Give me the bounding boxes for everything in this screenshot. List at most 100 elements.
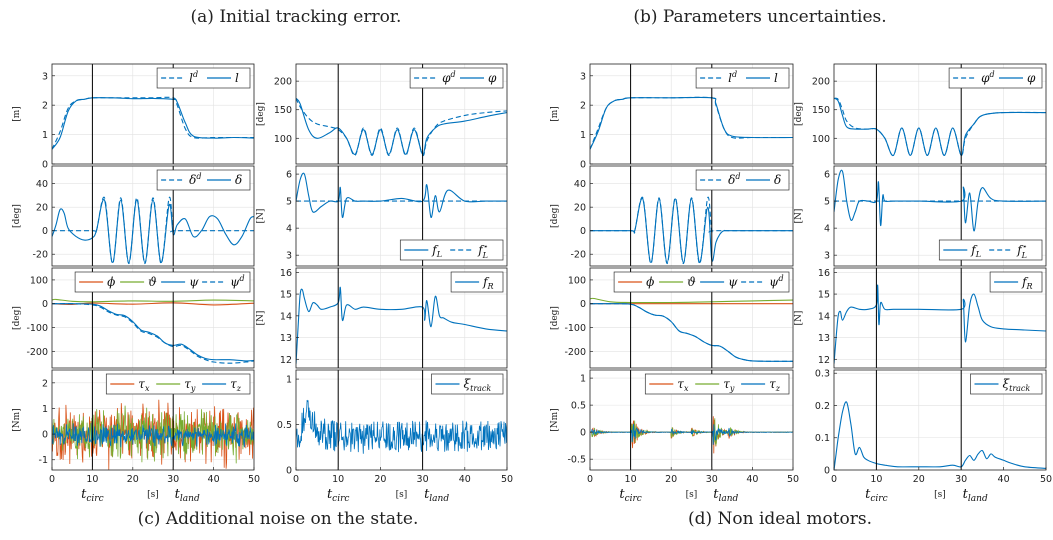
legend-label-superscript: ⋆ [483, 242, 488, 251]
legend-1-3: ξtrack [431, 373, 504, 395]
axes-box [295, 369, 508, 471]
series-line-φ^d [834, 97, 1046, 156]
event-label-subscript: land [429, 494, 449, 504]
legend-label: ϑ [148, 275, 157, 289]
y-tick-label: 16 [818, 268, 830, 279]
x-tick-label: 30 [706, 474, 718, 485]
x-axis-unit: [s] [934, 490, 946, 500]
series-line-ψ^d [52, 303, 254, 364]
y-tick-label: 13 [818, 333, 830, 344]
legend-0-1: δd δ [156, 169, 251, 191]
y-tick-label: -0.5 [567, 455, 586, 466]
x-tick-label: 40 [459, 474, 471, 485]
x-tick-label: 40 [208, 474, 220, 485]
y-axis-label: [Nm] [12, 408, 22, 431]
legend-label: τz [230, 377, 242, 393]
legend-0-2: ϕ ϑ ψ ψd [74, 271, 251, 293]
y-tick-label: 16 [280, 268, 292, 279]
axes-box [295, 267, 508, 369]
legend-0-3: τx τy τz [105, 373, 251, 395]
legend-label: fR [482, 275, 493, 291]
legend-box [948, 67, 1043, 89]
y-tick-label: 12 [280, 355, 292, 366]
legend-label-subscript: L [436, 250, 442, 259]
x-axis-unit: [s] [396, 490, 408, 500]
axes-box [833, 267, 1047, 369]
series-group [590, 297, 793, 362]
y-tick-label: 5 [286, 197, 292, 208]
legend-2-3: τx τy τz [644, 373, 790, 395]
y-tick-label: 0 [580, 160, 586, 171]
legend-label-superscript: d [193, 70, 198, 79]
x-tick-label: 50 [501, 474, 513, 485]
y-axis-label: [N] [794, 311, 804, 326]
y-tick-label: 6 [824, 170, 830, 181]
y-tick-label: 0.1 [815, 433, 830, 444]
legend-3-1: fL f⋆ L [938, 239, 1043, 261]
event-label-subscript: land [719, 494, 739, 504]
legend-label-superscript: d [732, 70, 737, 79]
series-group [834, 401, 1046, 470]
x-tick-label: 20 [665, 474, 677, 485]
series-group [52, 399, 254, 470]
x-tick-label: 40 [998, 474, 1010, 485]
y-tick-label: 15 [818, 290, 830, 301]
legend-label-superscript: d [451, 70, 456, 79]
x-tick-label: 0 [587, 474, 593, 485]
series-group [296, 286, 507, 364]
event-label-land: tland [963, 487, 988, 504]
legend-label-superscript: d [735, 172, 740, 181]
x-tick-label: 50 [248, 474, 260, 485]
legend-label-superscript: d [779, 274, 784, 283]
legend-3-0: φd φ [948, 67, 1043, 89]
axes-box [51, 369, 255, 471]
event-label-circ: tcirc [81, 487, 104, 504]
y-tick-label: -20 [32, 250, 48, 261]
legend-label-subscript: x [145, 384, 150, 393]
y-axis-label: [N] [794, 209, 804, 224]
subplot-d-3-2: 12 13 14 15 16 [N] [794, 267, 1047, 369]
axes-box [833, 165, 1047, 267]
y-tick-label: 0 [824, 466, 830, 477]
legend-label-subscript: R [1026, 282, 1033, 291]
series-group [52, 96, 254, 150]
y-tick-label: 3 [42, 71, 48, 82]
y-tick-label: 150 [274, 105, 292, 116]
series-line-ξ_track [296, 399, 507, 454]
legend-label: ld [728, 70, 737, 85]
y-tick-label: 3 [824, 251, 830, 262]
legend-label-subscript: z [236, 384, 242, 393]
y-tick-label: 0 [42, 160, 48, 171]
event-label-subscript: circ [625, 494, 642, 504]
y-tick-label: 0.3 [815, 369, 830, 380]
series-line-ψ [52, 303, 254, 362]
legend-label: l [235, 71, 239, 85]
x-tick-label: 10 [625, 474, 637, 485]
legend-box [970, 373, 1043, 395]
legend-label: τx [677, 377, 689, 393]
series-group [590, 196, 793, 265]
series-line-f_L [296, 172, 507, 218]
y-tick-label: 1 [580, 130, 586, 141]
series-line-ϕ [52, 302, 254, 306]
y-tick-label: 0 [580, 428, 586, 439]
legend-box [695, 169, 790, 191]
event-label-circ: tcirc [619, 487, 642, 504]
legend-label: ψ [189, 275, 199, 289]
y-axis-label: [N] [256, 311, 266, 326]
y-tick-label: 0 [42, 430, 48, 441]
legend-box [431, 373, 504, 395]
y-axis-label: [m] [550, 106, 560, 122]
x-tick-label: 0 [293, 474, 299, 485]
y-tick-label: 0 [580, 299, 586, 310]
event-label-circ: tcirc [327, 487, 350, 504]
series-group [590, 416, 793, 454]
legend-label: ϑ [687, 275, 696, 289]
legend-label: δ [774, 173, 781, 187]
legend-label: τz [769, 377, 781, 393]
y-tick-label: 20 [36, 203, 48, 214]
caption-c: (c) Additional noise on the state. [138, 509, 419, 529]
y-axis-label: [deg] [550, 204, 560, 228]
event-label-subscript: circ [870, 494, 887, 504]
